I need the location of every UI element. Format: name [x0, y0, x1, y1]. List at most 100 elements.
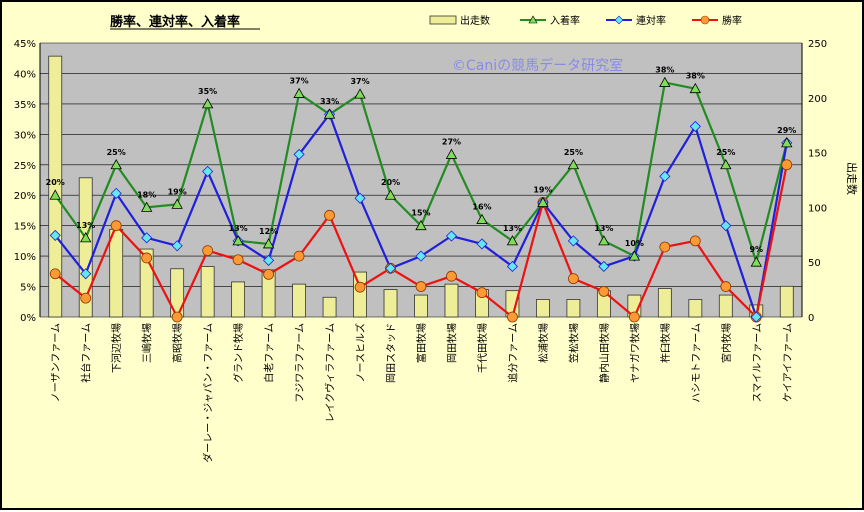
point-triangle — [628, 250, 641, 261]
data-label: 19% — [533, 186, 552, 195]
legend-label: 勝率 — [722, 14, 742, 27]
point-diamond — [689, 120, 701, 132]
category-label: 松浦牧場 — [537, 323, 550, 363]
data-label: 20% — [381, 178, 400, 187]
point-triangle — [201, 98, 214, 109]
category-label: ヤナガワ牧場 — [628, 323, 641, 383]
point-circle — [293, 250, 305, 262]
point-circle — [141, 252, 153, 264]
point-circle — [354, 281, 366, 293]
y2-tick-label: 150 — [808, 149, 827, 160]
point-triangle — [567, 158, 580, 170]
y2-tick-label: 250 — [808, 39, 827, 50]
point-triangle — [293, 87, 305, 98]
point-triangle — [506, 235, 519, 246]
point-diamond — [354, 192, 366, 204]
data-label: 37% — [350, 77, 369, 86]
bar — [657, 288, 672, 318]
point-diamond — [445, 230, 458, 242]
data-label: 25% — [107, 148, 126, 157]
point-triangle — [415, 219, 427, 231]
point-diamond — [415, 250, 427, 262]
bar — [322, 296, 337, 318]
point-circle — [110, 220, 122, 232]
category-label: 杵臼牧場 — [659, 323, 672, 363]
bar — [718, 294, 733, 318]
point-circle — [568, 273, 579, 285]
point-triangle — [750, 256, 762, 267]
point-diamond — [141, 232, 153, 244]
category-label: 岡田牧場 — [445, 323, 458, 363]
bar — [48, 55, 63, 318]
bar — [779, 285, 794, 318]
point-diamond — [202, 165, 214, 178]
category-label: 白老ファーム — [263, 323, 276, 383]
category-label: ノーザンファーム — [50, 323, 62, 402]
point-triangle — [476, 213, 488, 224]
category-label: フジワラファーム — [294, 323, 306, 403]
legend-marker — [614, 15, 624, 25]
point-triangle — [384, 189, 397, 200]
point-circle — [324, 209, 335, 221]
y-tick-label: 25% — [14, 161, 36, 172]
data-label: 37% — [290, 77, 309, 86]
data-label: 20% — [46, 178, 65, 187]
y-tick-label: 5% — [20, 283, 36, 294]
category-label: グランド牧場 — [232, 323, 245, 383]
data-label: 29% — [777, 126, 796, 135]
point-diamond — [506, 260, 519, 273]
y-tick-label: 35% — [14, 100, 36, 111]
watermark: ©Caniの競馬データ研究室 — [452, 57, 623, 74]
point-triangle — [262, 238, 275, 249]
point-diamond — [171, 240, 183, 252]
point-triangle — [537, 196, 549, 207]
point-diamond — [110, 187, 122, 199]
y2-axis-title: 出走数 — [845, 162, 859, 195]
bar — [688, 299, 703, 318]
legend-swatch-bar — [429, 15, 457, 25]
point-diamond — [598, 260, 610, 273]
y-tick-label: 45% — [14, 39, 36, 50]
point-circle — [720, 281, 732, 292]
category-label: 笠松牧場 — [567, 323, 580, 363]
category-label: スマイルファーム — [751, 323, 763, 402]
bar — [444, 283, 459, 318]
y2-tick-label: 200 — [808, 94, 827, 105]
bar — [292, 283, 306, 318]
point-diamond — [49, 229, 61, 241]
category-label: レイクヴィラファーム — [324, 323, 337, 423]
point-triangle — [445, 148, 458, 159]
bar — [414, 294, 428, 318]
data-label: 12% — [259, 227, 278, 236]
bar — [383, 289, 398, 318]
point-triangle — [232, 235, 244, 246]
point-triangle — [781, 137, 793, 148]
point-triangle — [141, 201, 153, 212]
point-circle — [415, 281, 427, 292]
point-circle — [659, 241, 671, 253]
data-label: 9% — [749, 245, 763, 254]
data-label: 25% — [716, 148, 735, 157]
category-label: 追分ファーム — [506, 323, 519, 383]
point-triangle — [80, 232, 92, 243]
point-triangle — [171, 198, 183, 209]
point-diamond — [263, 254, 275, 266]
plot-area — [40, 43, 802, 317]
point-diamond — [659, 170, 671, 182]
point-triangle — [659, 76, 671, 87]
y-tick-label: 40% — [14, 69, 36, 80]
y-tick-label: 20% — [14, 191, 36, 202]
bar — [566, 299, 581, 318]
y-tick-label: 15% — [14, 222, 36, 233]
legend-marker — [528, 15, 538, 24]
point-circle — [49, 268, 61, 280]
point-diamond — [384, 262, 397, 274]
point-triangle — [354, 88, 366, 99]
point-triangle — [689, 82, 701, 94]
point-circle — [628, 311, 640, 323]
bar — [200, 266, 215, 318]
data-label: 25% — [564, 148, 583, 157]
point-triangle — [720, 158, 732, 170]
